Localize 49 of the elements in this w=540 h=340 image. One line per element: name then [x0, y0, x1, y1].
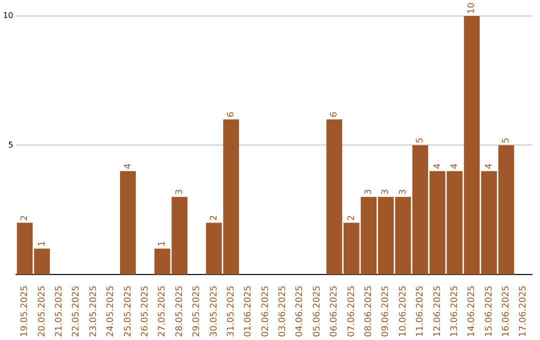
x-tick-label: 02.06.2025 [260, 285, 271, 337]
x-tick-label: 17.06.2025 [518, 285, 529, 337]
x-tick-label: 27.05.2025 [158, 285, 168, 337]
x-tick-label: 20.05.2025 [37, 285, 48, 337]
x-tick-label: 24.05.2025 [106, 285, 116, 337]
x-tick-label: 08.06.2025 [364, 285, 374, 337]
data-label: 3 [381, 189, 392, 195]
data-label: 5 [416, 138, 426, 144]
x-tick-label: 01.06.2025 [244, 285, 254, 337]
data-label: 4 [123, 163, 134, 170]
data-label: 3 [364, 189, 374, 195]
x-tick-label: 26.05.2025 [140, 285, 150, 337]
x-tick-label: 31.05.2025 [226, 285, 236, 337]
x-tick-label: 12.06.2025 [432, 285, 443, 337]
x-tick-label: 13.06.2025 [450, 285, 460, 337]
data-label: 6 [226, 111, 236, 118]
data-label: 3 [398, 189, 408, 195]
data-label: 4 [450, 163, 460, 170]
x-tick-label: 16.06.2025 [502, 285, 512, 337]
data-label: 1 [158, 240, 168, 247]
data-label: 5 [502, 138, 512, 144]
data-label: 2 [346, 215, 357, 221]
data-label: 4 [432, 163, 443, 170]
data-label: 10 [467, 2, 478, 14]
data-label: 6 [330, 111, 340, 118]
data-label: 3 [174, 189, 185, 195]
x-tick-label: 04.06.2025 [295, 285, 306, 337]
x-tick-label: 30.05.2025 [209, 285, 220, 337]
x-tick-label: 03.06.2025 [278, 285, 288, 337]
x-tick-label: 29.05.2025 [192, 285, 202, 337]
x-tick-label: 25.05.2025 [123, 285, 134, 337]
x-tick-label: 05.06.2025 [312, 285, 322, 337]
x-tick-label: 22.05.2025 [72, 285, 82, 337]
x-tick-label: 07.06.2025 [346, 285, 357, 337]
data-label: 1 [37, 240, 48, 247]
x-tick-label: 06.06.2025 [330, 285, 340, 337]
x-tick-label: 28.05.2025 [174, 285, 185, 337]
data-label: 2 [20, 215, 30, 221]
x-tick-label: 23.05.2025 [88, 285, 99, 337]
x-tick-label: 15.06.2025 [484, 285, 494, 337]
data-label: 4 [484, 163, 494, 170]
data-label: 2 [209, 215, 220, 221]
x-tick-label: 14.06.2025 [467, 285, 478, 337]
x-tick-label: 09.06.2025 [381, 285, 392, 337]
x-tick-label: 21.05.2025 [54, 285, 65, 337]
x-tick-label: 19.05.2025 [20, 285, 30, 337]
bar [120, 171, 136, 274]
x-tick-label: 10.06.2025 [398, 285, 408, 337]
x-tick-label: 11.06.2025 [416, 285, 426, 337]
